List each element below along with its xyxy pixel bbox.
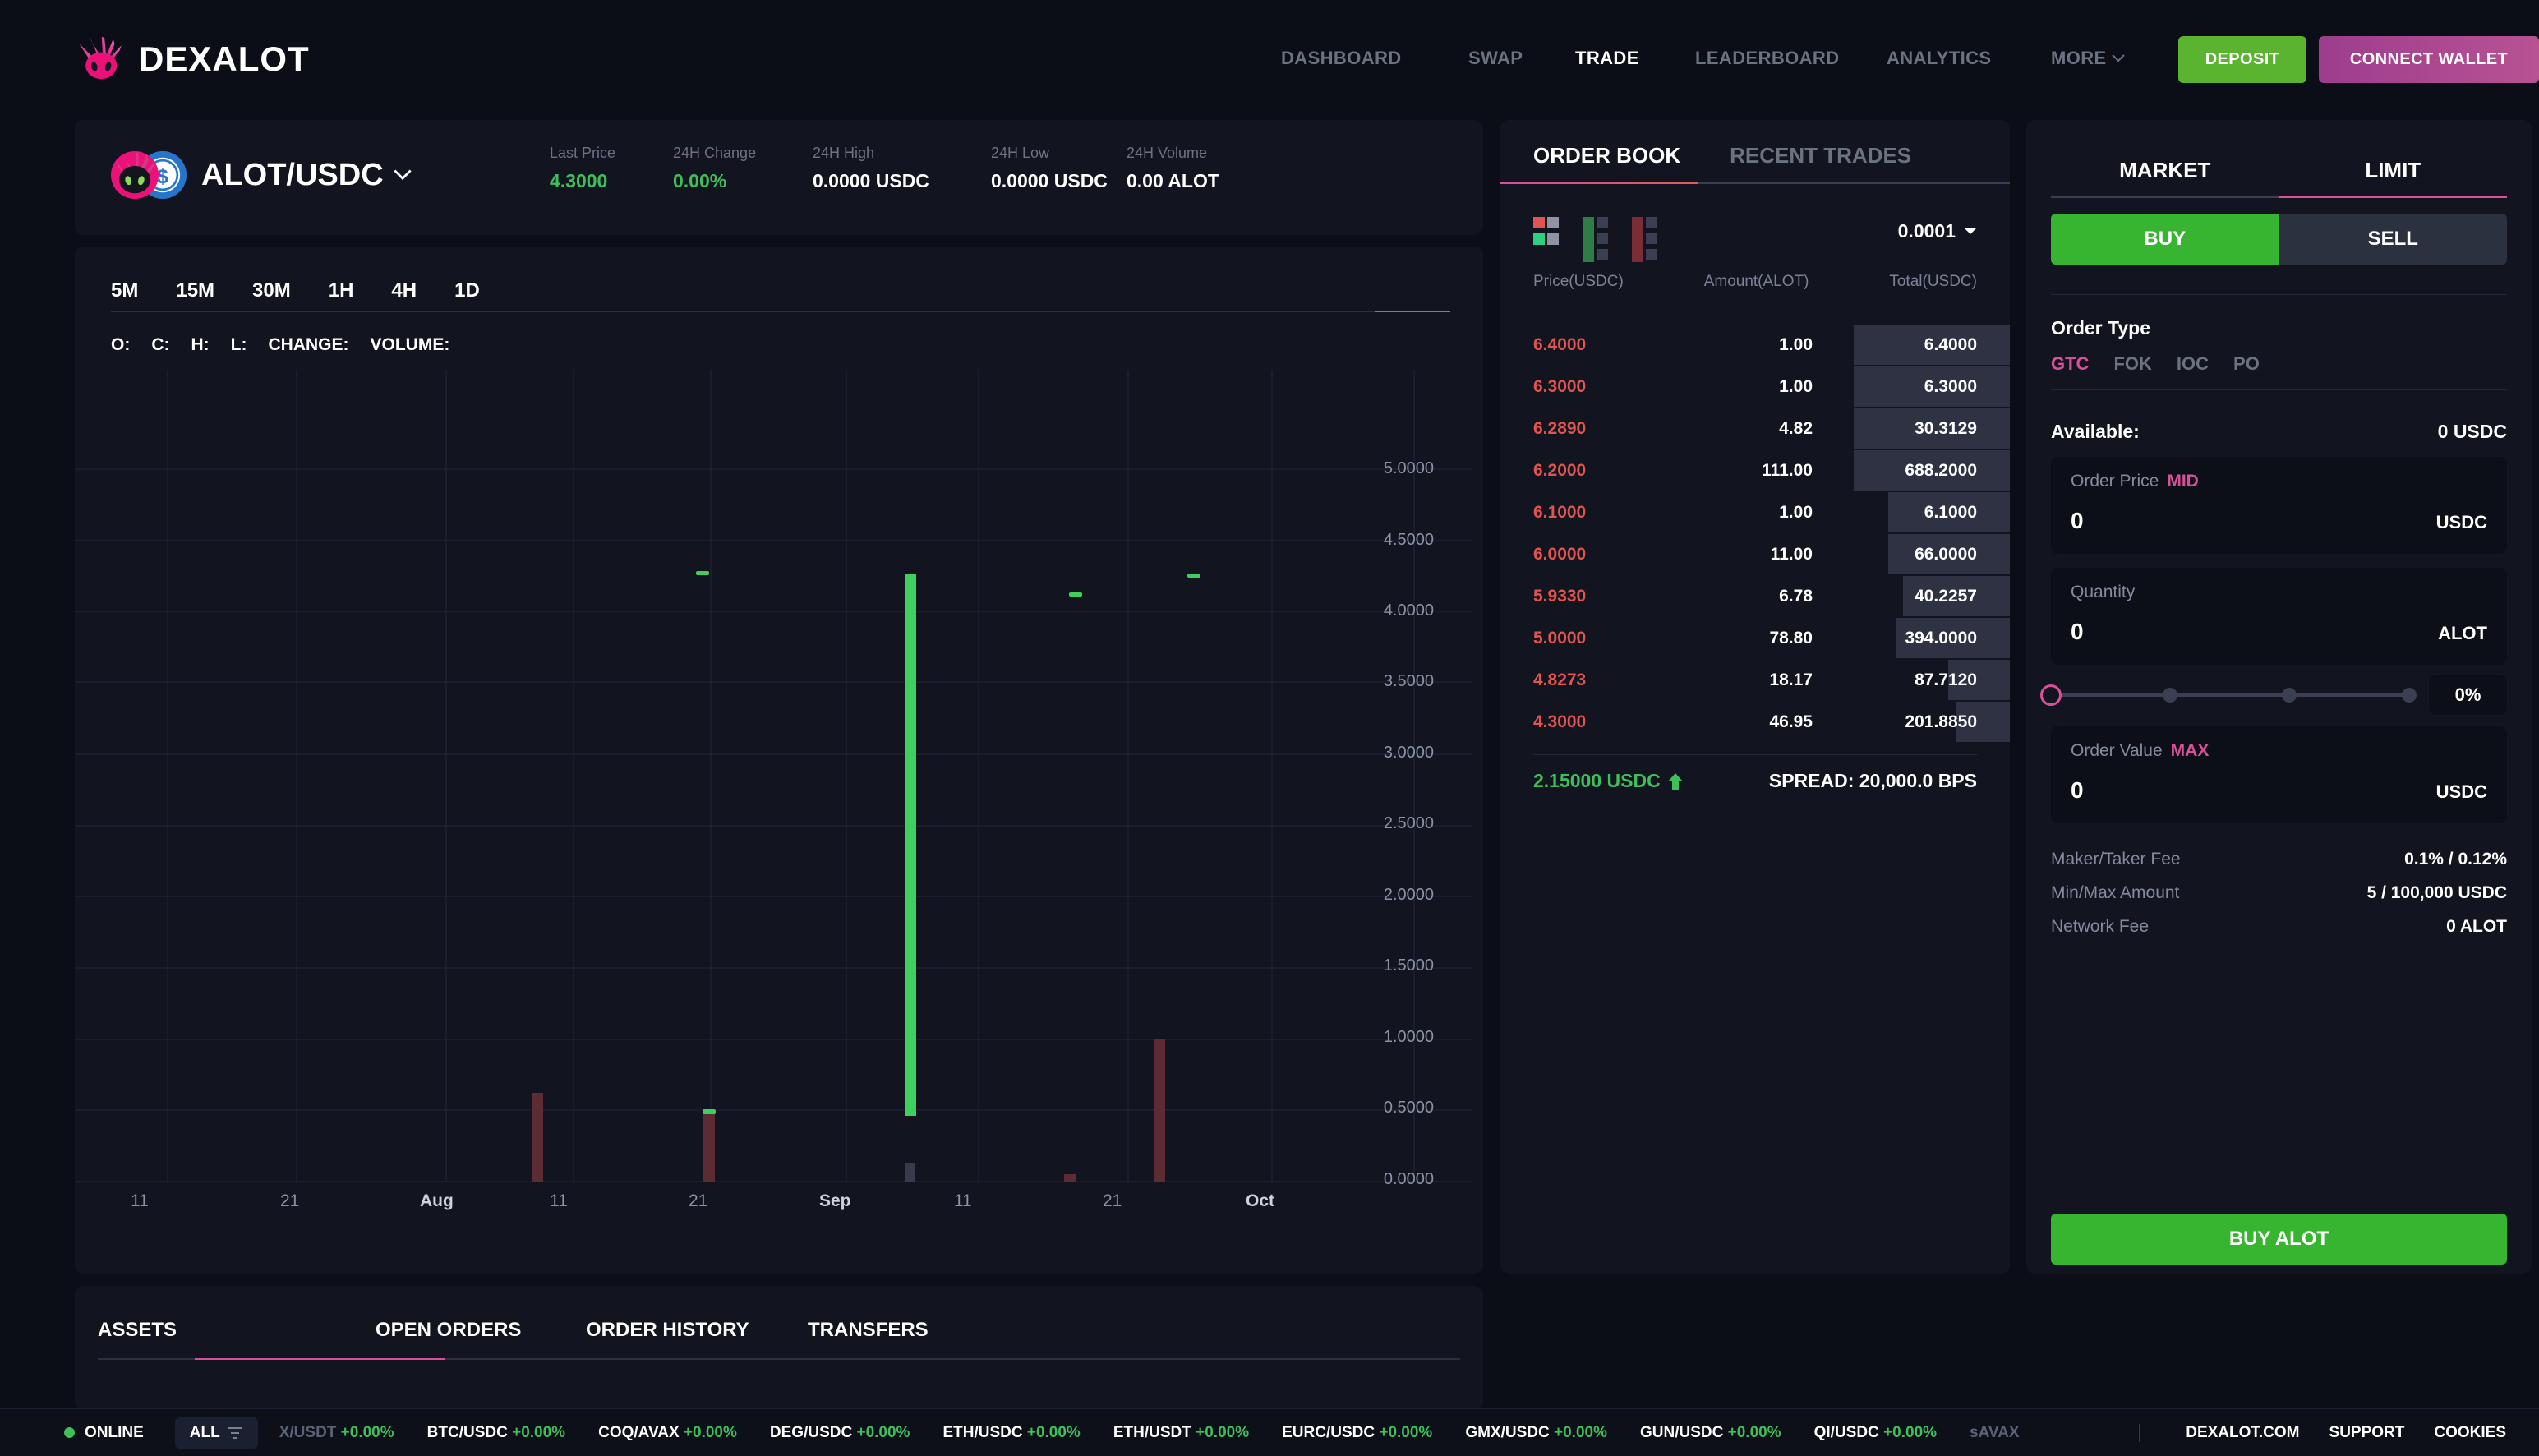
svg-text:$: $ (157, 166, 168, 188)
